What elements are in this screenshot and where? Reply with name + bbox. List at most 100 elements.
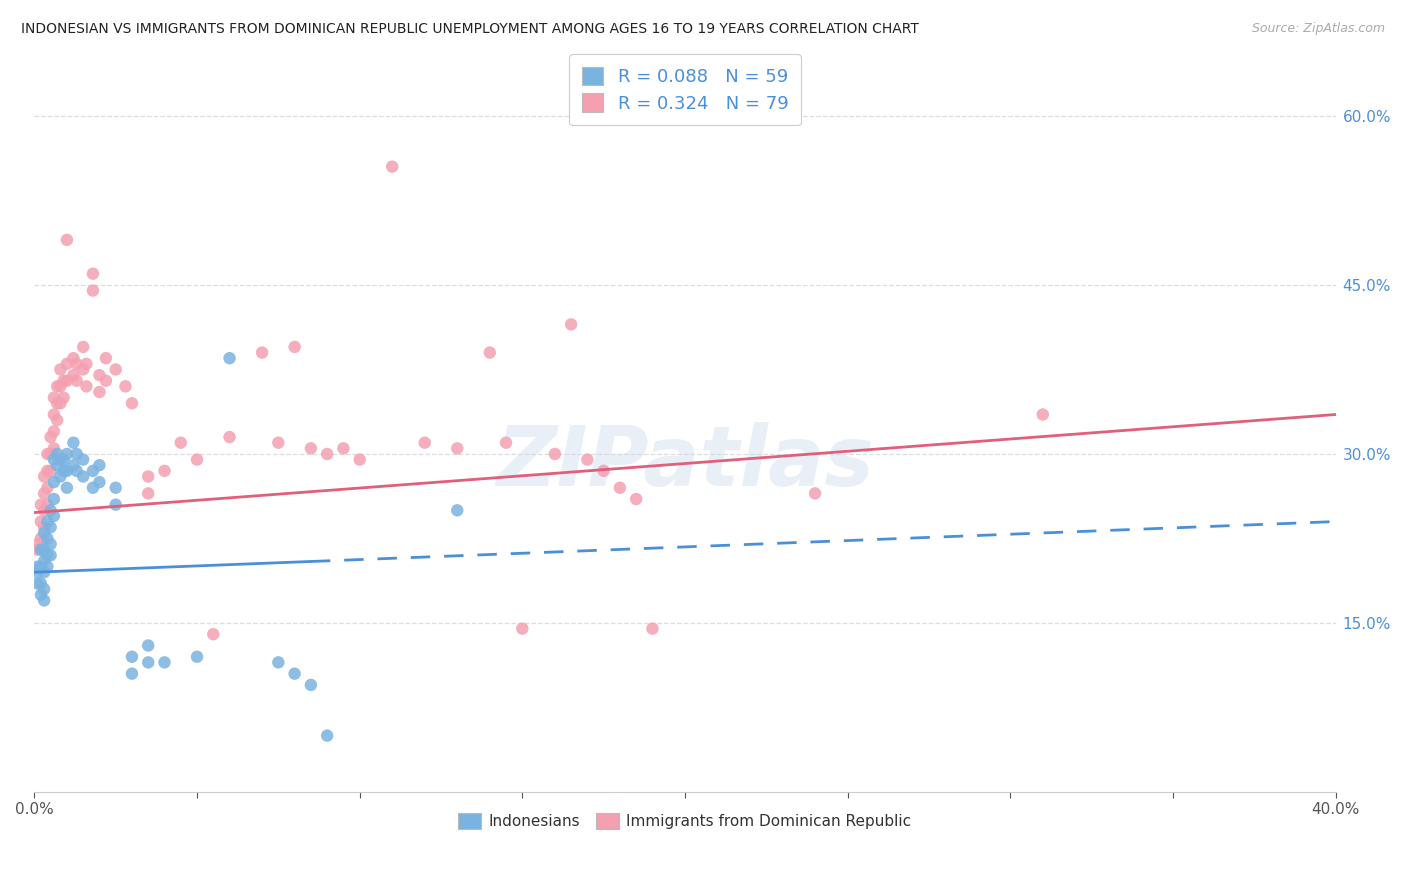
- Point: [349, 452, 371, 467]
- Point: [624, 491, 647, 506]
- Point: [560, 318, 582, 332]
- Point: [56, 233, 79, 247]
- Point: [136, 469, 159, 483]
- Point: [42, 508, 65, 523]
- Point: [27, 537, 49, 551]
- Point: [32, 486, 55, 500]
- Point: [186, 452, 208, 467]
- Point: [56, 374, 79, 388]
- Point: [104, 498, 127, 512]
- Point: [39, 430, 62, 444]
- Point: [82, 267, 104, 281]
- Point: [32, 469, 55, 483]
- Point: [30, 532, 52, 546]
- Point: [82, 481, 104, 495]
- Point: [52, 464, 75, 478]
- Point: [32, 593, 55, 607]
- Point: [30, 498, 52, 512]
- Text: ZIPatlas: ZIPatlas: [496, 422, 875, 503]
- Point: [37, 498, 59, 512]
- Point: [32, 542, 55, 557]
- Point: [39, 447, 62, 461]
- Point: [299, 442, 322, 456]
- Point: [299, 678, 322, 692]
- Point: [72, 452, 94, 467]
- Point: [446, 503, 468, 517]
- Point: [478, 345, 501, 359]
- Point: [75, 379, 97, 393]
- Point: [32, 582, 55, 596]
- Point: [52, 452, 75, 467]
- Point: [37, 481, 59, 495]
- Point: [804, 486, 827, 500]
- Point: [66, 374, 89, 388]
- Point: [136, 486, 159, 500]
- Point: [32, 525, 55, 540]
- Point: [186, 649, 208, 664]
- Point: [27, 542, 49, 557]
- Point: [52, 391, 75, 405]
- Point: [94, 351, 117, 366]
- Point: [72, 469, 94, 483]
- Point: [30, 515, 52, 529]
- Point: [267, 435, 290, 450]
- Point: [250, 345, 273, 359]
- Point: [39, 464, 62, 478]
- Point: [202, 627, 225, 641]
- Point: [72, 362, 94, 376]
- Point: [82, 284, 104, 298]
- Point: [42, 425, 65, 439]
- Point: [32, 566, 55, 580]
- Point: [94, 374, 117, 388]
- Point: [32, 520, 55, 534]
- Point: [381, 160, 404, 174]
- Point: [42, 391, 65, 405]
- Point: [49, 469, 72, 483]
- Point: [30, 542, 52, 557]
- Point: [56, 447, 79, 461]
- Point: [39, 537, 62, 551]
- Point: [332, 442, 354, 456]
- Point: [495, 435, 517, 450]
- Point: [136, 639, 159, 653]
- Point: [153, 464, 176, 478]
- Point: [66, 447, 89, 461]
- Point: [114, 379, 136, 393]
- Point: [413, 435, 436, 450]
- Point: [62, 351, 84, 366]
- Point: [153, 656, 176, 670]
- Point: [42, 452, 65, 467]
- Text: Source: ZipAtlas.com: Source: ZipAtlas.com: [1251, 22, 1385, 36]
- Point: [66, 357, 89, 371]
- Point: [30, 576, 52, 591]
- Point: [104, 481, 127, 495]
- Point: [62, 435, 84, 450]
- Point: [62, 458, 84, 473]
- Point: [30, 588, 52, 602]
- Point: [592, 464, 614, 478]
- Point: [218, 430, 240, 444]
- Point: [218, 351, 240, 366]
- Point: [32, 554, 55, 568]
- Point: [37, 515, 59, 529]
- Point: [104, 362, 127, 376]
- Point: [37, 532, 59, 546]
- Point: [121, 396, 143, 410]
- Point: [56, 357, 79, 371]
- Point: [267, 656, 290, 670]
- Point: [89, 368, 111, 382]
- Point: [27, 576, 49, 591]
- Point: [27, 566, 49, 580]
- Point: [510, 622, 533, 636]
- Point: [32, 503, 55, 517]
- Point: [284, 666, 307, 681]
- Point: [1032, 408, 1054, 422]
- Text: INDONESIAN VS IMMIGRANTS FROM DOMINICAN REPUBLIC UNEMPLOYMENT AMONG AGES 16 TO 1: INDONESIAN VS IMMIGRANTS FROM DOMINICAN …: [21, 22, 920, 37]
- Legend: Indonesians, Immigrants from Dominican Republic: Indonesians, Immigrants from Dominican R…: [453, 807, 918, 836]
- Point: [641, 622, 664, 636]
- Point: [37, 559, 59, 574]
- Point: [82, 464, 104, 478]
- Point: [49, 396, 72, 410]
- Point: [170, 435, 193, 450]
- Point: [72, 340, 94, 354]
